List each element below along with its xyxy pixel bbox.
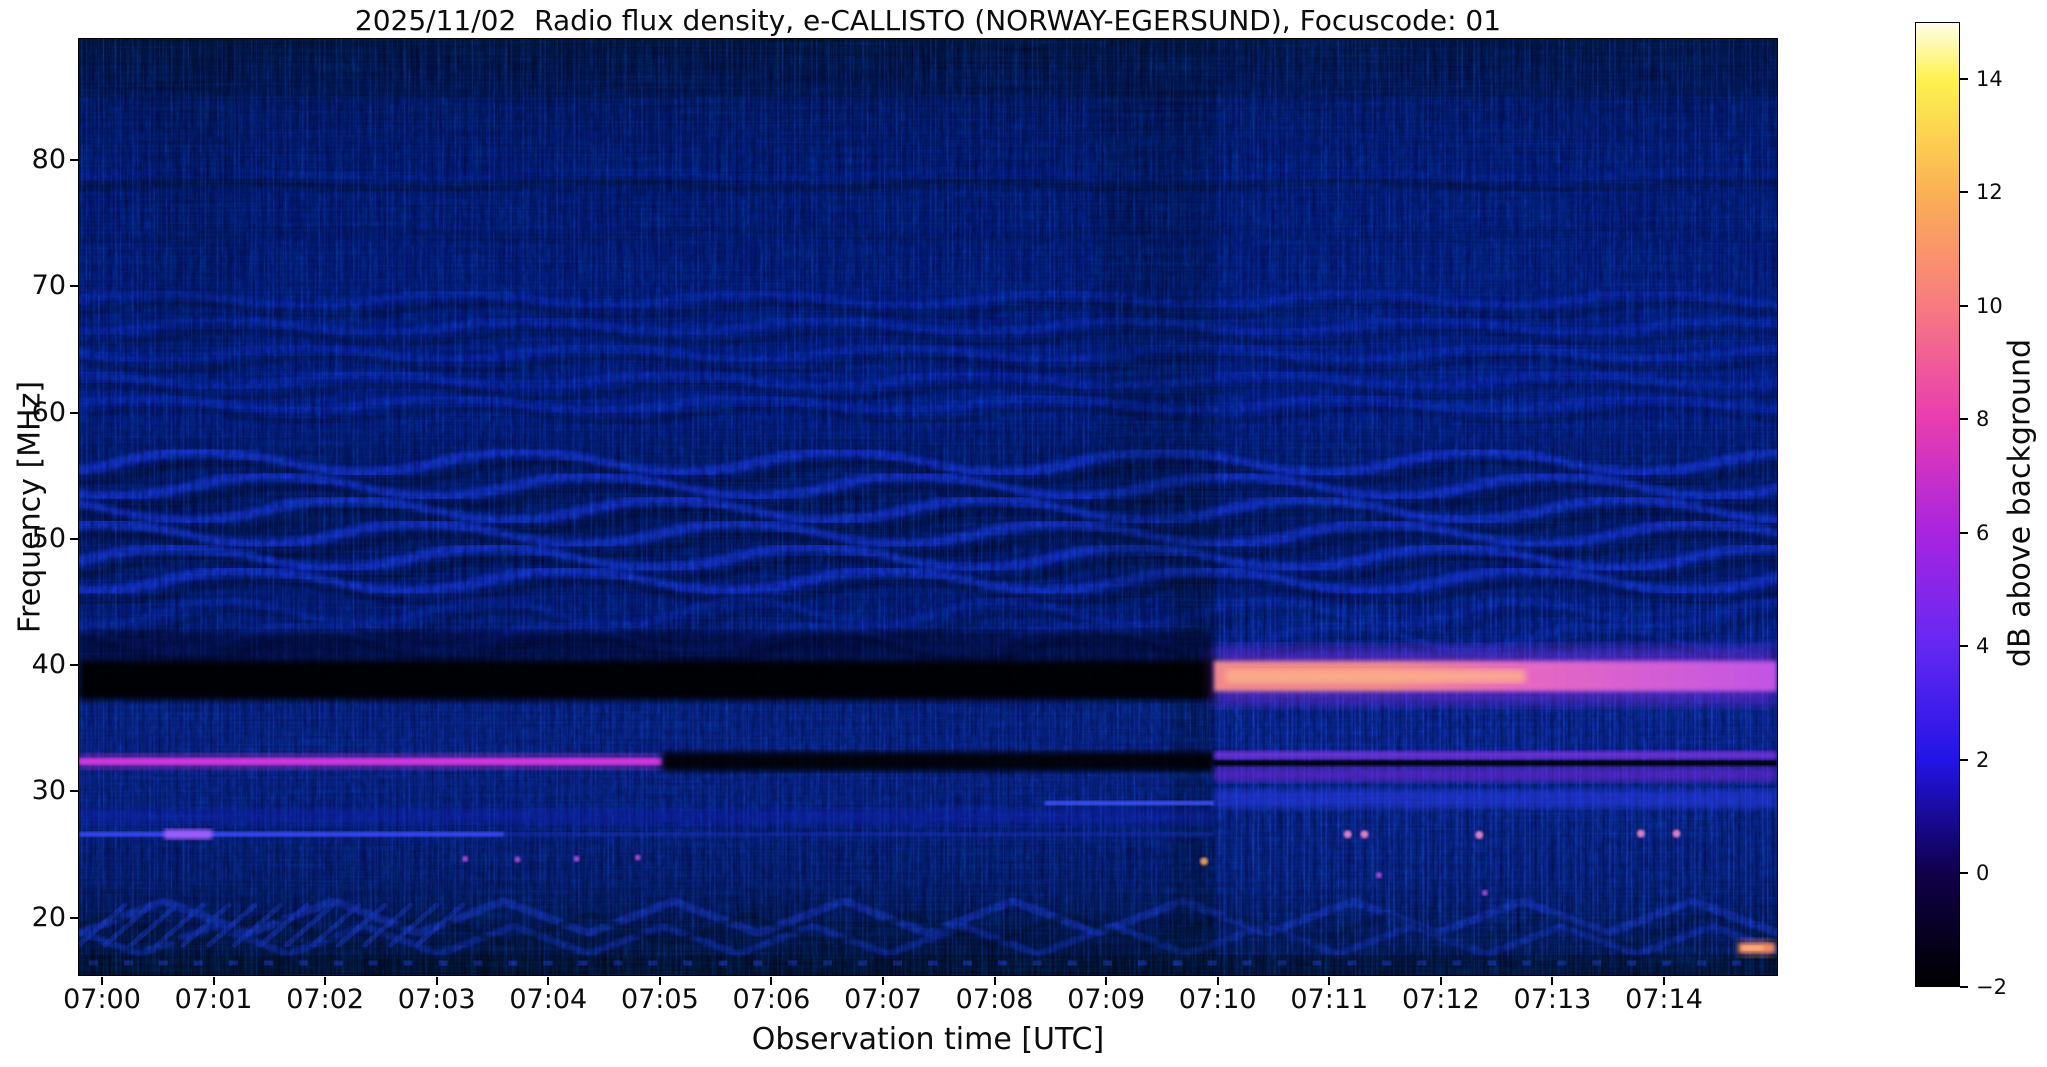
x-tick-label: 07:03 — [397, 984, 476, 1015]
x-tick-mark — [212, 977, 215, 985]
x-tick-label: 07:00 — [63, 984, 141, 1015]
colorbar-tick-mark — [1960, 531, 1968, 534]
x-tick-mark — [547, 977, 550, 985]
x-tick-mark — [101, 977, 103, 985]
spectrogram-plot-area — [78, 38, 1778, 976]
y-tick-label: 80 — [31, 144, 66, 175]
x-tick-label: 07:06 — [732, 984, 811, 1015]
x-tick-mark — [1216, 977, 1219, 985]
rfi-dots-pink — [1672, 829, 1681, 838]
colorbar-tick-label: 8 — [1976, 407, 1990, 432]
colorbar-tick-label: 10 — [1976, 293, 2003, 318]
colorbar-label: dB above background — [2002, 338, 2038, 668]
x-tick-label: 07:11 — [1290, 984, 1369, 1015]
rfi-dots-violet — [634, 854, 641, 861]
y-tick-mark — [70, 664, 78, 667]
rfi-dots-pink — [1360, 830, 1369, 839]
rfi-dots-pink — [1343, 830, 1352, 839]
violet-strip-31.5MHz-right — [1214, 766, 1777, 783]
rfi-dots-violet — [573, 855, 580, 862]
y-tick-mark — [70, 159, 78, 161]
colorbar-tick-label: −2 — [1976, 975, 2007, 999]
band-29-30MHz-right — [1214, 789, 1777, 809]
x-tick-mark — [1662, 977, 1665, 985]
dead-line-32.2MHz-right — [1214, 760, 1777, 767]
x-tick-label: 07:09 — [1067, 984, 1146, 1015]
carrier-26.5MHz-faint — [504, 832, 1215, 837]
x-tick-mark — [658, 977, 661, 985]
x-tick-label: 07:01 — [174, 984, 253, 1015]
x-tick-mark — [435, 977, 438, 985]
colorbar-tick-mark — [1960, 872, 1968, 875]
colorbar-tick-mark — [1960, 191, 1968, 194]
rfi-dots-violet — [1375, 872, 1382, 879]
y-tick-label: 20 — [31, 901, 66, 933]
y-tick-label: 70 — [31, 270, 66, 302]
colorbar-tick-label: 2 — [1976, 747, 1990, 772]
rfi-dot-orange — [1199, 857, 1208, 866]
violet-strip-33MHz-right — [1214, 751, 1777, 760]
y-tick-label: 40 — [31, 649, 66, 681]
x-tick-label: 07:10 — [1178, 984, 1257, 1015]
feature-layer — [79, 632, 1777, 957]
colorbar-tick-mark — [1960, 77, 1968, 80]
rfi-dots-violet — [514, 856, 521, 863]
colorbar-tick-label: 0 — [1976, 861, 1990, 886]
dead-band-37-40MHz — [79, 659, 1215, 701]
x-tick-mark — [1328, 977, 1331, 985]
y-tick-mark — [70, 411, 78, 414]
line-29MHz — [1044, 800, 1215, 806]
colorbar-tick-mark — [1960, 304, 1968, 307]
x-tick-label: 07:08 — [955, 984, 1034, 1015]
x-tick-mark — [1439, 977, 1442, 985]
x-tick-mark — [770, 977, 773, 985]
x-tick-mark — [1105, 977, 1108, 985]
x-tick-label: 07:07 — [844, 984, 922, 1015]
y-tick-mark — [70, 916, 78, 919]
colorbar-tick-mark — [1960, 986, 1968, 988]
rfi-dots-pink — [1636, 829, 1645, 838]
blob-26.5MHz — [164, 829, 213, 840]
x-tick-mark — [1551, 977, 1554, 985]
colorbar-tick-label: 6 — [1976, 520, 1990, 545]
x-tick-mark — [324, 977, 327, 985]
colorbar-tick-label: 12 — [1976, 180, 2003, 205]
x-tick-label: 07:12 — [1401, 984, 1480, 1015]
carrier-26.5MHz — [79, 831, 505, 837]
colorbar-tick-mark — [1960, 758, 1968, 761]
rfi-dots-violet — [462, 855, 469, 862]
x-axis-label: Observation time [UTC] — [751, 1022, 1105, 1057]
dark-shoulder-40-42MHz — [79, 632, 1215, 660]
y-tick-mark — [70, 790, 78, 793]
dead-line-32.3MHz — [662, 751, 1215, 772]
x-tick-label: 07:04 — [509, 984, 588, 1015]
spectrogram-image — [79, 39, 1777, 975]
plot-title: 2025/11/02 Radio flux density, e-CALLIST… — [354, 4, 1502, 37]
y-tick-mark — [70, 285, 78, 288]
rfi-dots-violet — [1481, 889, 1488, 896]
carrier-32.3MHz — [79, 758, 663, 765]
bright-step-28MHz-left — [79, 808, 1215, 825]
x-tick-label: 07:02 — [286, 984, 365, 1015]
x-tick-label: 07:14 — [1625, 984, 1703, 1015]
colorbar-tick-mark — [1960, 418, 1968, 421]
colorbar — [1915, 22, 1960, 987]
x-tick-mark — [993, 977, 996, 985]
colorbar-tick-mark — [1960, 645, 1968, 648]
y-tick-label: 60 — [31, 396, 66, 428]
x-tick-label: 07:13 — [1513, 984, 1592, 1015]
y-tick-label: 30 — [31, 775, 66, 807]
y-tick-label: 50 — [31, 522, 66, 554]
x-tick-mark — [881, 977, 884, 985]
bright-emission-band-38-40MHz-core — [1226, 669, 1526, 684]
colorbar-tick-label: 14 — [1976, 66, 2003, 91]
rfi-dots-pink — [1475, 830, 1484, 839]
colorbar-tick-label: 4 — [1976, 634, 1990, 659]
x-tick-label: 07:05 — [620, 984, 699, 1015]
burst-17.5MHz-bottom-right-core — [1741, 945, 1764, 951]
y-tick-mark — [70, 537, 78, 540]
